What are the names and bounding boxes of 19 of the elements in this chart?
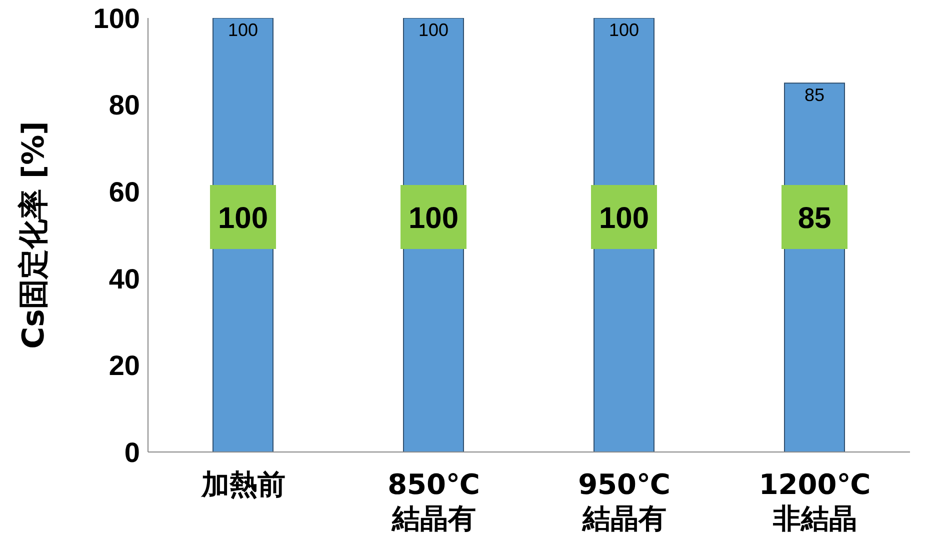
y-tick-label: 20 [108, 350, 140, 382]
data-label: 100 [418, 20, 449, 40]
annotation: 85 [798, 202, 832, 235]
data-label: 100 [608, 20, 640, 40]
annotation: 100 [218, 202, 268, 235]
y-tick-label: 100 [93, 2, 140, 34]
y-tick-label: 80 [108, 90, 140, 121]
x-tick-label: 1200℃ 非結晶 [758, 468, 871, 535]
y-tick-label: 40 [108, 263, 140, 294]
y-tick-label: 0 [124, 436, 140, 468]
annotation: 100 [408, 202, 459, 235]
annotation: 100 [598, 202, 650, 235]
x-tick-label: 加熱前 [200, 468, 286, 501]
y-tick-label: 60 [108, 176, 140, 208]
x-tick-label: 950℃ 結晶有 [578, 468, 670, 535]
x-tick-label: 850℃ 結晶有 [388, 468, 480, 535]
data-label: 100 [228, 20, 258, 40]
data-label: 85 [804, 84, 825, 105]
y-axis-title: Cs固定化率 [%] [16, 121, 52, 349]
